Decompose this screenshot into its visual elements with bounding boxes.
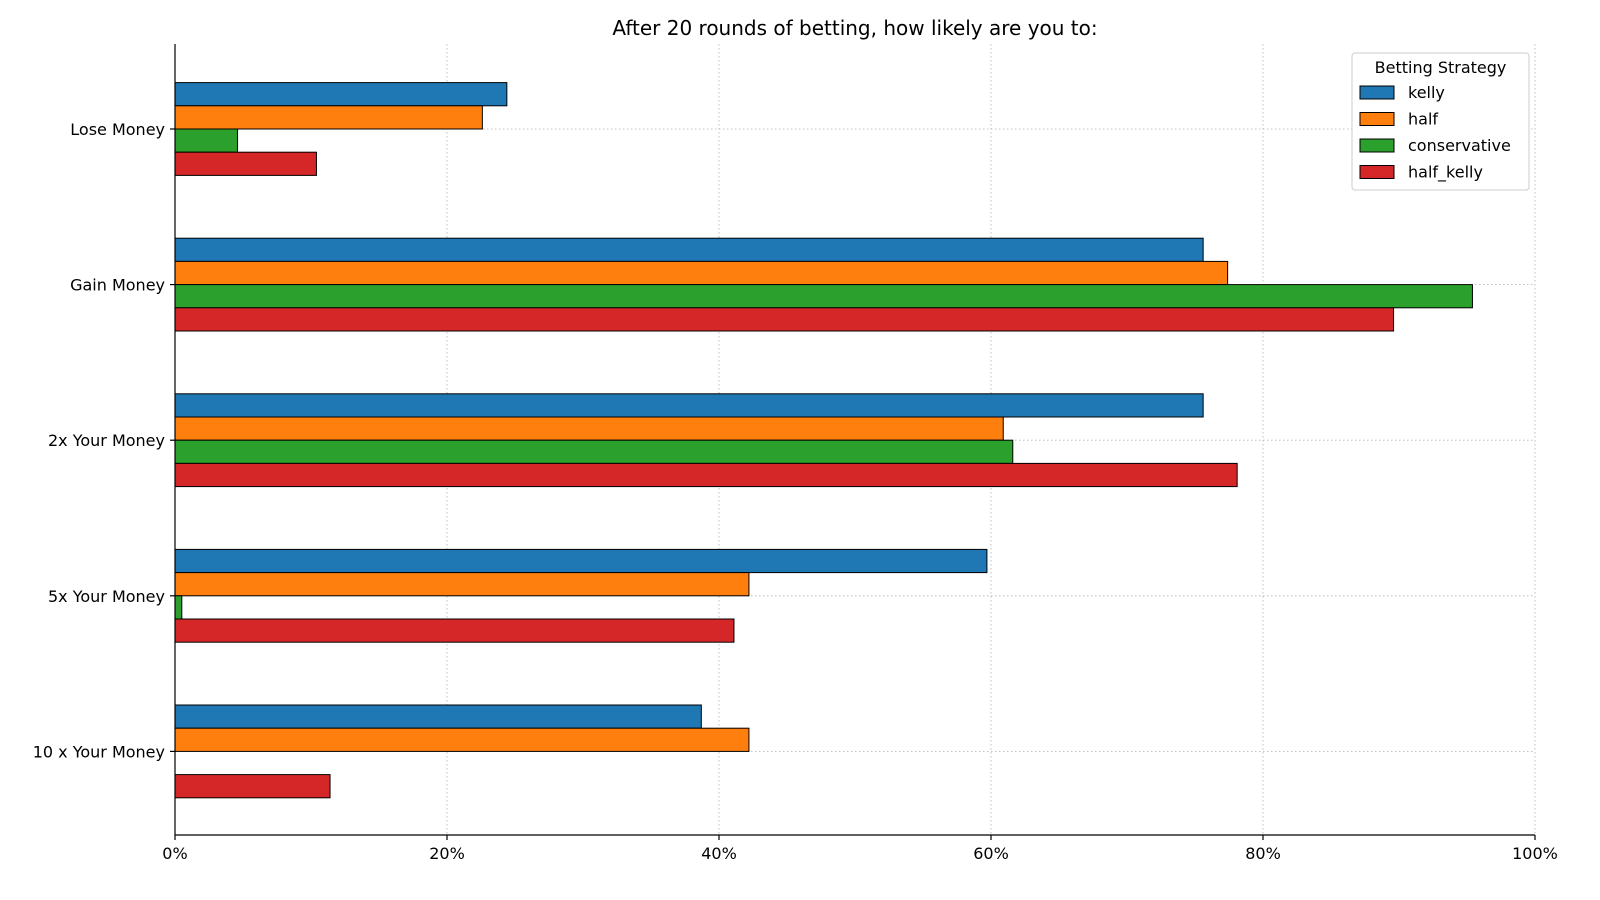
bar-kelly-1	[174, 237, 1204, 262]
x-tick-label: 60%	[973, 844, 1009, 863]
x-tick-label: 100%	[1512, 844, 1558, 863]
bar-half-0	[174, 105, 483, 130]
bar-half-4	[174, 727, 750, 752]
legend-title: Betting Strategy	[1375, 58, 1507, 77]
bar-kelly-0	[174, 82, 508, 107]
bar-half_kelly-0	[174, 151, 317, 176]
legend-label-conservative: conservative	[1408, 136, 1511, 155]
axes-layer: 0% 20% 40% 60% 80% 100% Lose Money Gain Money 2x…	[33, 44, 1558, 863]
bar-conservative-2	[174, 439, 1014, 464]
bar-half_kelly-4	[174, 774, 331, 799]
bar-conservative-0	[174, 128, 239, 153]
y-tick-label: 10 x Your Money	[33, 742, 165, 761]
bar-kelly-3	[174, 548, 988, 574]
bar-kelly-2	[174, 393, 1204, 418]
chart-title: After 20 rounds of betting, how likely a…	[612, 16, 1097, 40]
legend: Betting Strategy kelly half conservative ha…	[1351, 52, 1530, 191]
bar-half-3	[174, 572, 750, 597]
bar-half_kelly-1	[174, 307, 1395, 332]
legend-label-kelly: kelly	[1408, 83, 1445, 102]
legend-label-half_kelly: half_kelly	[1408, 163, 1483, 183]
x-tick-label: 40%	[701, 844, 737, 863]
y-tick-label: 5x Your Money	[48, 587, 165, 606]
bar-half_kelly-2	[174, 462, 1238, 488]
legend-label-half: half	[1408, 110, 1438, 129]
x-tick-label: 80%	[1245, 844, 1281, 863]
y-tick-label: Lose Money	[70, 120, 165, 139]
legend-swatch-conservative	[1359, 138, 1395, 153]
bar-kelly-4	[174, 704, 702, 729]
bar-half-1	[174, 260, 1229, 286]
x-tick-label: 0%	[162, 844, 187, 863]
legend-swatch-half_kelly	[1359, 165, 1395, 179]
bar-half-2	[174, 416, 1004, 441]
x-tick-label: 20%	[429, 844, 465, 863]
y-tick-label: 2x Your Money	[48, 431, 165, 450]
bars-layer	[174, 82, 1473, 799]
legend-swatch-half	[1359, 112, 1395, 126]
legend-frame	[1351, 52, 1530, 191]
bar-half_kelly-3	[174, 618, 735, 643]
bar-conservative-1	[174, 284, 1473, 309]
y-tick-label: Gain Money	[70, 276, 165, 295]
legend-swatch-kelly	[1359, 85, 1395, 100]
bar-conservative-3	[174, 595, 183, 620]
